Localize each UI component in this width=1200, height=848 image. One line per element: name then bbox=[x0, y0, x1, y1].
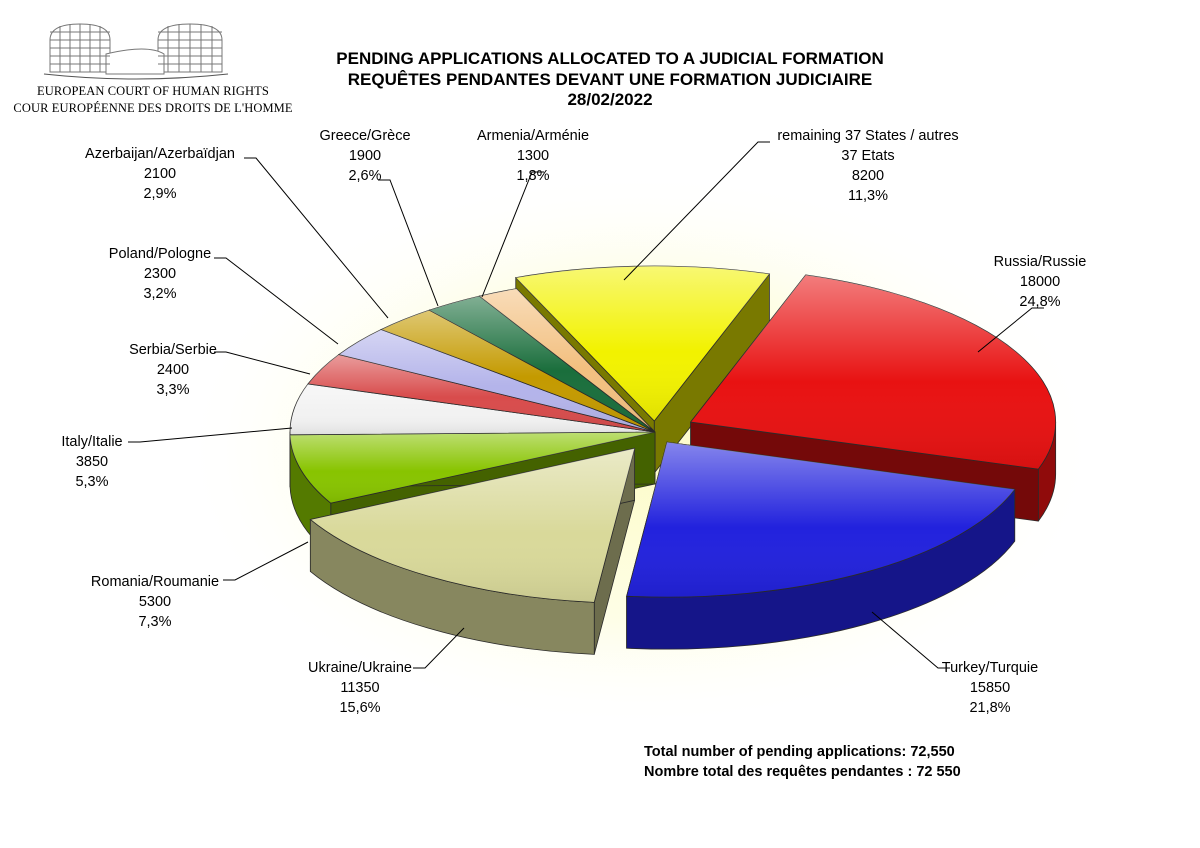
slice-label-name: Turkey/Turquie bbox=[941, 660, 1039, 676]
slice-label-percent: 2,9% bbox=[143, 186, 177, 202]
slice-label-romania: Romania/Roumanie 5300 7,3% bbox=[91, 572, 219, 632]
pie-slice-shine-italy bbox=[289, 383, 655, 435]
chart-date: 28/02/2022 bbox=[567, 90, 653, 109]
slice-label-armenia: Armenia/Arménie 1300 1,8% bbox=[477, 126, 589, 186]
slice-label-name2: 37 Etats bbox=[841, 148, 895, 164]
slice-label-serbia: Serbia/Serbie 2400 3,3% bbox=[129, 340, 217, 400]
leader-line-remaining-37-states bbox=[623, 141, 770, 281]
leader-line-greece bbox=[378, 179, 439, 307]
slice-label-name: Greece/Grèce bbox=[319, 128, 411, 144]
slice-label-azerbaijan: Azerbaijan/Azerbaïdjan 2100 2,9% bbox=[85, 144, 235, 204]
slice-label-name: Poland/Pologne bbox=[108, 246, 212, 262]
slice-label-value: 2400 bbox=[156, 362, 190, 378]
slice-label-turkey: Turkey/Turquie 15850 21,8% bbox=[942, 658, 1038, 718]
slice-label-percent: 7,3% bbox=[138, 614, 172, 630]
slice-label-ukraine: Ukraine/Ukraine 11350 15,6% bbox=[308, 658, 412, 718]
slice-label-percent: 21,8% bbox=[969, 700, 1011, 716]
slice-label-value: 18000 bbox=[1019, 274, 1061, 290]
slice-label-name: Russia/Russie bbox=[993, 254, 1087, 270]
slice-label-value: 5300 bbox=[138, 594, 172, 610]
pie-slice-shine-azerbaijan bbox=[381, 310, 655, 432]
slice-label-name: Italy/Italie bbox=[61, 434, 123, 450]
slice-label-value: 3850 bbox=[75, 454, 109, 470]
leader-line-armenia bbox=[481, 171, 544, 298]
slice-label-poland: Poland/Pologne 2300 3,2% bbox=[109, 244, 211, 304]
pie-slice-shine-turkey bbox=[626, 442, 1015, 598]
chart-title-fr: REQUÊTES PENDANTES DEVANT UNE FORMATION … bbox=[347, 70, 873, 89]
leader-line-poland bbox=[214, 257, 339, 345]
leader-line-italy bbox=[128, 427, 293, 443]
slice-label-percent: 3,3% bbox=[156, 382, 190, 398]
chart-title-en: PENDING APPLICATIONS ALLOCATED TO A JUDI… bbox=[336, 49, 884, 68]
slice-label-name: Ukraine/Ukraine bbox=[308, 660, 412, 676]
slice-label-italy: Italy/Italie 3850 5,3% bbox=[61, 432, 122, 492]
pie-slice-shine-romania bbox=[290, 432, 655, 504]
slice-label-name: Armenia/Arménie bbox=[476, 128, 590, 144]
leader-line-turkey bbox=[871, 611, 950, 669]
slice-label-percent: 24,8% bbox=[1019, 294, 1061, 310]
slice-label-percent: 5,3% bbox=[75, 474, 109, 490]
court-name-en: EUROPEAN COURT OF HUMAN RIGHTS bbox=[37, 84, 269, 98]
slice-label-name: Azerbaijan/Azerbaïdjan bbox=[85, 146, 235, 162]
slice-label-value: 2300 bbox=[143, 266, 177, 282]
slice-label-value: 11350 bbox=[340, 680, 380, 696]
court-name-fr: COUR EUROPÉENNE DES DROITS DE L'HOMME bbox=[13, 101, 293, 115]
total-en: Total number of pending applications: 72… bbox=[644, 744, 955, 760]
total-fr: Nombre total des requêtes pendantes : 72… bbox=[644, 764, 961, 780]
slice-label-name: Serbia/Serbie bbox=[129, 342, 217, 358]
slice-label-value: 1900 bbox=[348, 148, 382, 164]
slice-label-value: 1300 bbox=[516, 148, 550, 164]
pie-slice-shine-russia bbox=[690, 274, 1056, 470]
leader-line-azerbaijan bbox=[244, 157, 389, 319]
slice-label-percent: 3,2% bbox=[143, 286, 177, 302]
pie-slice-shine-armenia bbox=[479, 288, 655, 432]
leader-line-romania bbox=[223, 541, 309, 581]
slice-label-percent: 11,3% bbox=[847, 188, 889, 204]
slice-label-russia: Russia/Russie 18000 24,8% bbox=[994, 252, 1087, 312]
slice-label-name: Romania/Roumanie bbox=[90, 574, 220, 590]
slice-label-value: 15850 bbox=[969, 680, 1011, 696]
pie-slice-shine-ukraine bbox=[310, 448, 635, 603]
leader-line-serbia bbox=[214, 351, 311, 375]
pie-slice-shine-poland bbox=[338, 329, 655, 432]
leader-line-ukraine bbox=[413, 627, 465, 669]
slice-label-percent: 15,6% bbox=[339, 700, 381, 716]
slice-label-remaining-37-states: remaining 37 States / autres 37 Etats 8200… bbox=[777, 126, 958, 206]
slice-label-percent: 1,8% bbox=[516, 168, 550, 184]
slice-label-value: 8200 bbox=[851, 168, 885, 184]
slice-label-percent: 2,6% bbox=[348, 168, 382, 184]
leader-line-russia bbox=[977, 307, 1044, 353]
slice-label-value: 2100 bbox=[143, 166, 177, 182]
pie-slice-shine-remaining-37-states bbox=[515, 266, 770, 422]
court-logo bbox=[43, 23, 229, 80]
pie-slice-shine-greece bbox=[429, 296, 655, 432]
slice-label-greece: Greece/Grèce 1900 2,6% bbox=[319, 126, 410, 186]
slice-label-name: remaining 37 States / autres bbox=[777, 128, 959, 144]
pie-slice-shine-serbia bbox=[308, 354, 655, 432]
